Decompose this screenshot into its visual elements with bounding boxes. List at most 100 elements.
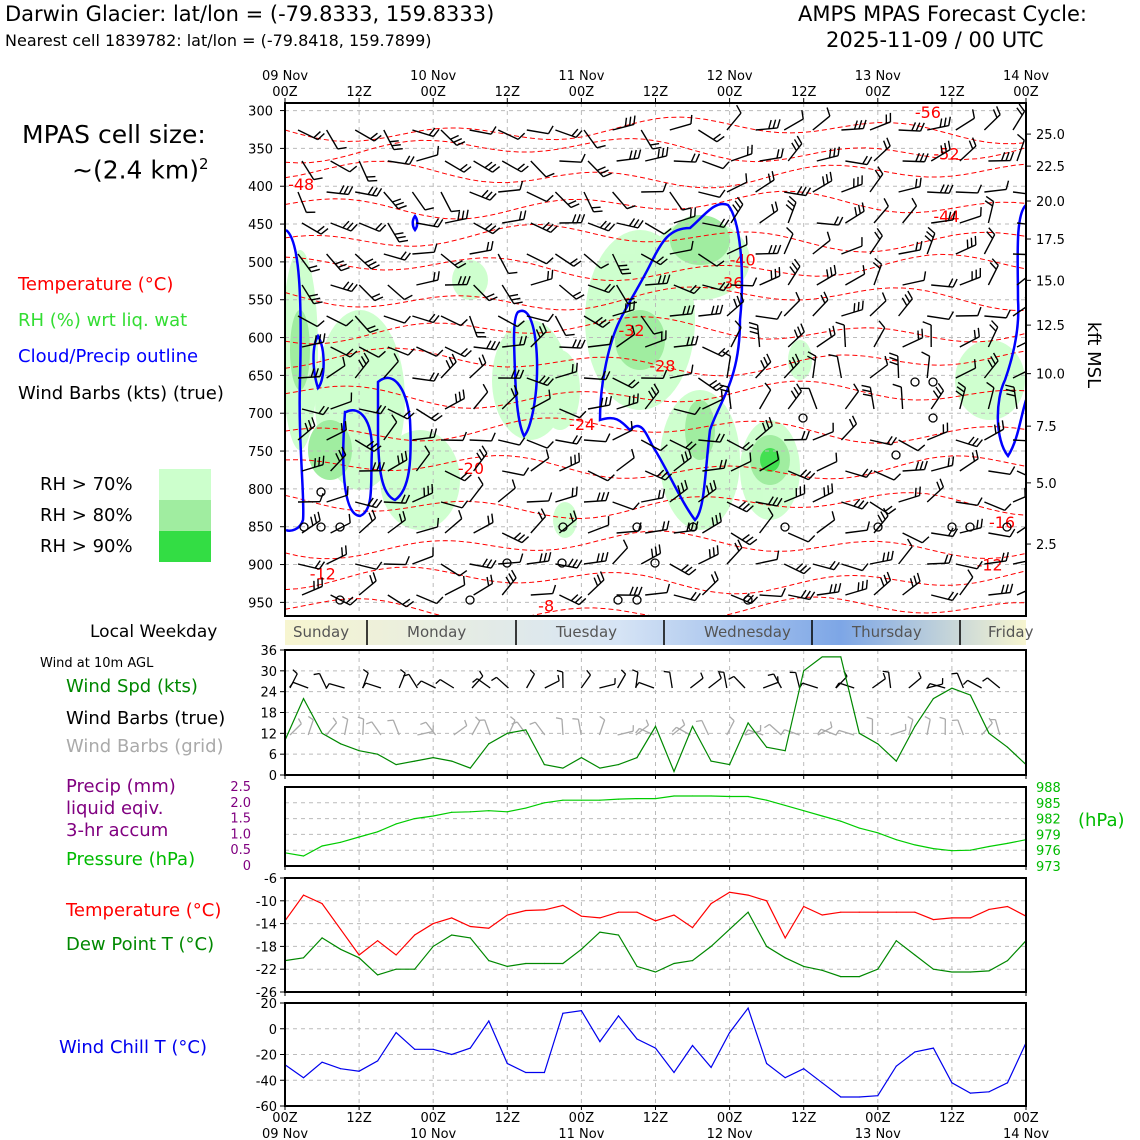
data-point [969, 849, 972, 851]
wind-barb [587, 396, 613, 410]
surface-wind-barb [717, 671, 728, 689]
wind-barb [783, 484, 806, 503]
data-point [747, 722, 749, 724]
height-tick-label: 12.5 [1036, 319, 1065, 334]
data-point [840, 656, 842, 658]
wind-barb [444, 389, 466, 410]
wind-barb [416, 218, 444, 228]
surface-wind-barb [866, 716, 874, 736]
data-point [599, 917, 601, 919]
wind-barb [640, 253, 668, 266]
data-point [469, 1047, 471, 1049]
surface-wind-barb [387, 719, 400, 736]
wind-barb [927, 311, 955, 321]
calm-wind-circle [947, 522, 957, 532]
wind-barb [984, 420, 1005, 441]
wind-barb [387, 222, 409, 243]
rh90-label: RH > 90% [40, 536, 133, 557]
wind-barb [726, 104, 742, 131]
weekday-label: Local Weekday [90, 622, 218, 642]
wind-barb [673, 406, 701, 416]
data-point [395, 1032, 397, 1034]
data-point [766, 746, 768, 748]
pressure-unit-label: (hPa) [1078, 810, 1125, 831]
surface-wind-barb [908, 672, 922, 689]
wind-barb [845, 155, 873, 166]
wind-barb [673, 448, 692, 472]
bottom-hour-label: 12Z [643, 1111, 669, 1126]
surface-wind-barb [529, 721, 546, 736]
windchill-panel-label: Wind Chill T (°C) [59, 1037, 207, 1058]
wind-barb [587, 160, 612, 178]
wind-barb [526, 552, 552, 565]
data-point [339, 841, 342, 843]
data-point [617, 798, 620, 800]
wind-barb [787, 135, 803, 162]
precip-tick-label: 0 [243, 859, 251, 874]
panel-y-tick-label: -6 [264, 872, 277, 887]
data-point [432, 923, 434, 925]
data-point [617, 763, 620, 766]
wind-barb [416, 271, 440, 286]
wind-barb [383, 556, 410, 566]
wind-barb [730, 144, 753, 162]
height-tick-label: 15.0 [1036, 274, 1065, 289]
wind-barb [355, 186, 383, 197]
data-point [821, 914, 823, 916]
surface-wind-barb [982, 677, 1001, 689]
data-point [506, 965, 508, 967]
wind-barb [898, 177, 922, 193]
surface-wind-barb [695, 719, 710, 736]
wind-barb [530, 584, 557, 596]
data-point [321, 732, 323, 734]
data-point [766, 900, 768, 902]
wind-barb [902, 572, 921, 596]
wind-barb [412, 547, 434, 565]
data-point [1006, 905, 1009, 908]
wind-barb [955, 359, 977, 379]
wind-barb [359, 462, 386, 472]
wind-barb [755, 171, 775, 193]
wind-barb [612, 421, 633, 441]
data-point [543, 763, 545, 766]
surface-wind-barb [416, 680, 436, 689]
surface-wind-barb [635, 719, 650, 736]
data-point [302, 1077, 305, 1079]
surface-wind-barb [708, 672, 722, 689]
surface-wind-barb [471, 670, 484, 689]
wind-barb [726, 173, 748, 193]
wind-barb [387, 346, 415, 356]
wind-barb [354, 129, 382, 142]
pressure-tick-label: 450 [248, 218, 273, 233]
wind-barb [297, 253, 320, 273]
temperature-contour [285, 160, 1026, 189]
wind-barb [902, 460, 928, 472]
data-point [858, 1096, 860, 1098]
surface-wind-barb [617, 725, 634, 736]
top-hour-label: 00Z [865, 85, 891, 100]
data-point [803, 1068, 805, 1070]
height-tick-label: 25.0 [1036, 128, 1065, 143]
pressure-tick-label: 982 [1036, 813, 1061, 828]
data-point [339, 743, 342, 745]
data-point [803, 905, 805, 908]
temperature-contour [285, 530, 1026, 560]
data-point [821, 656, 823, 658]
wind-barb [473, 513, 494, 534]
wind-barb [444, 275, 471, 286]
wind-barb [902, 271, 927, 286]
data-point [599, 767, 601, 769]
wind-barb [1012, 439, 1026, 442]
wind-barb [330, 594, 358, 606]
pressure-tick-label: 400 [248, 180, 273, 195]
data-point [858, 911, 860, 913]
wind-barb [1012, 103, 1026, 131]
surface-wind-barb [556, 669, 564, 689]
data-point [525, 729, 527, 731]
data-point [858, 827, 860, 829]
wind-barb [726, 439, 754, 451]
data-point [451, 811, 453, 813]
calm-wind-circle [798, 413, 808, 423]
wind-barb [787, 258, 801, 286]
wind-barb [841, 498, 869, 510]
